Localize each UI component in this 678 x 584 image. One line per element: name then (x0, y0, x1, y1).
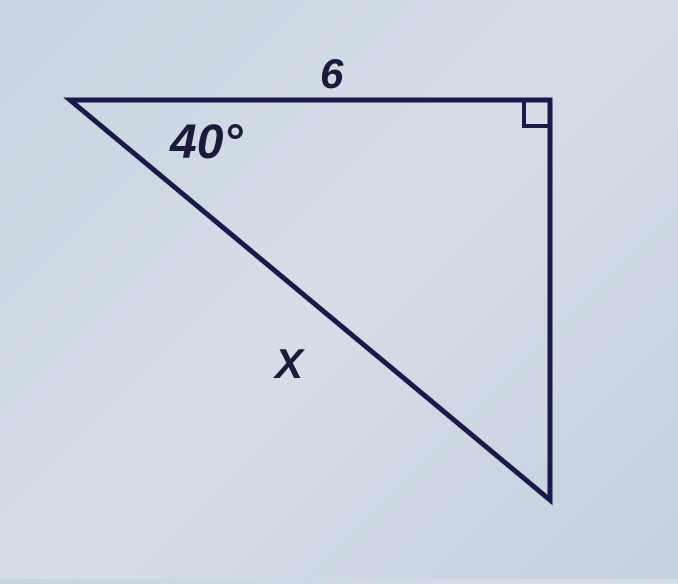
triangle-diagram: 6 40° X (0, 0, 678, 579)
side-label-hypotenuse: X (275, 340, 303, 388)
right-triangle-shape (70, 100, 550, 500)
angle-label: 40° (170, 115, 243, 170)
side-label-top: 6 (320, 50, 343, 98)
right-angle-marker (524, 100, 550, 126)
